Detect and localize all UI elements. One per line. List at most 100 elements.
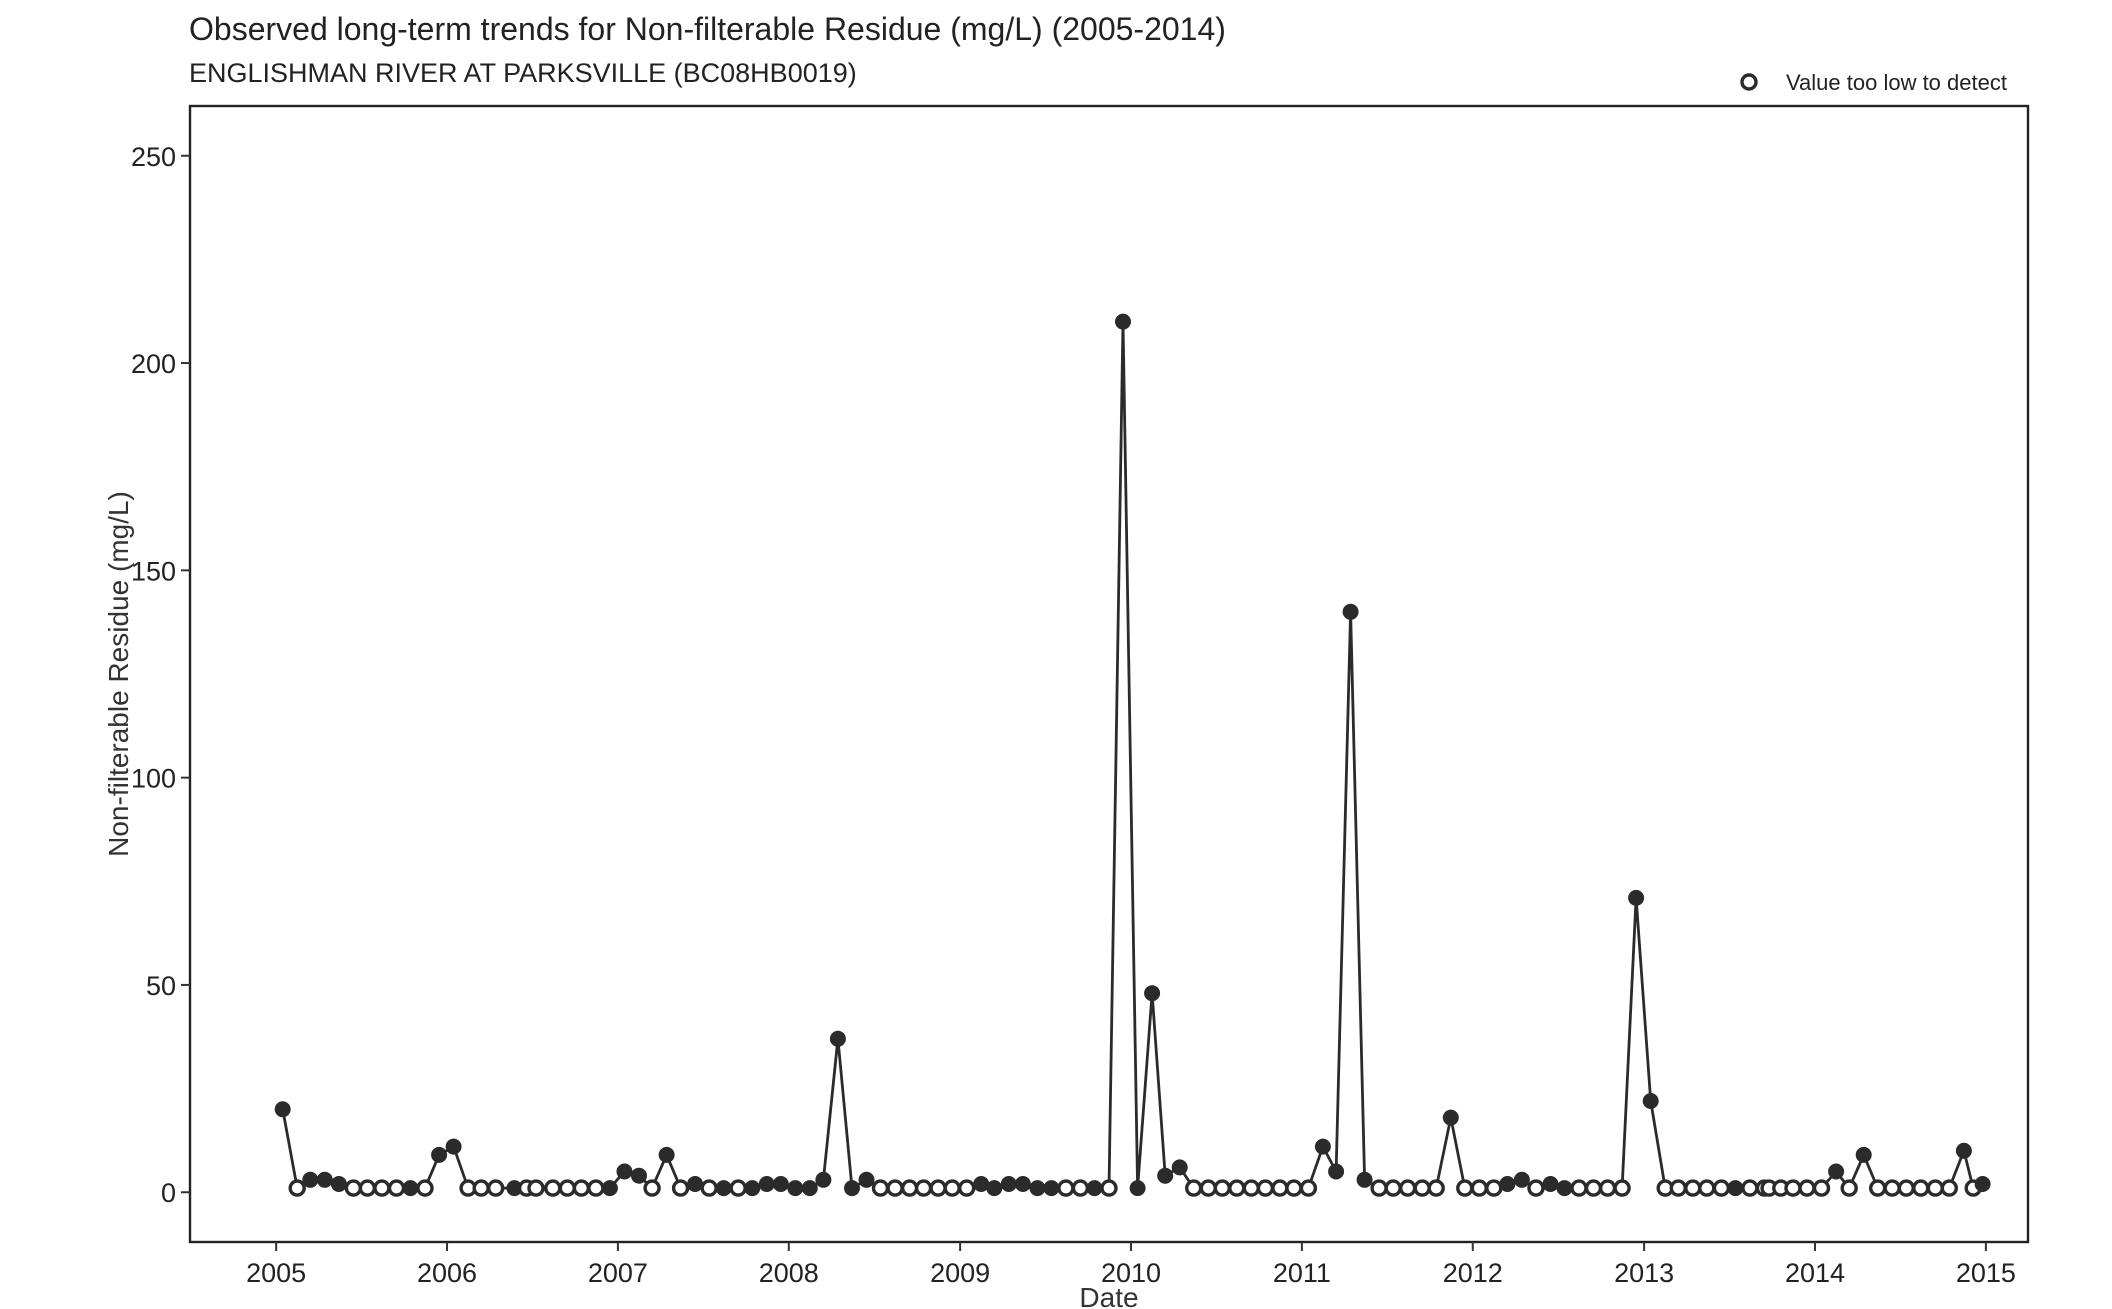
data-point — [1157, 1167, 1174, 1184]
data-point-below-detection — [1228, 1179, 1246, 1197]
y-tick-label: 150 — [131, 556, 176, 586]
data-point-below-detection — [1184, 1179, 1203, 1197]
x-tick-label: 2014 — [1785, 1258, 1845, 1288]
data-point — [1828, 1163, 1845, 1180]
data-point-below-detection — [1285, 1179, 1303, 1197]
plot-panel — [188, 104, 2030, 1244]
data-point-below-detection — [572, 1179, 591, 1197]
legend-label: Value too low to detect — [1786, 70, 2007, 95]
data-point-below-detection — [1868, 1179, 1887, 1197]
data-point-below-detection — [1384, 1179, 1402, 1197]
data-point-below-detection — [1398, 1179, 1417, 1197]
data-point — [330, 1176, 347, 1192]
data-point-below-detection — [1598, 1179, 1617, 1197]
data-point-below-detection — [1299, 1179, 1318, 1197]
chart-subtitle: ENGLISHMAN RIVER AT PARKSVILLE (BC08HB00… — [189, 58, 857, 88]
y-tick-label: 250 — [131, 142, 176, 172]
data-point — [986, 1180, 1003, 1197]
data-point-below-detection — [1485, 1179, 1503, 1197]
data-point — [1513, 1171, 1530, 1188]
x-axis-title: Date — [1079, 1282, 1138, 1309]
data-point-below-detection — [900, 1179, 919, 1197]
legend: Value too low to detect — [1740, 70, 2007, 95]
y-tick-label: 50 — [146, 971, 176, 1001]
data-point-below-detection — [1470, 1179, 1489, 1197]
data-point-below-detection — [358, 1179, 377, 1197]
data-point-below-detection — [387, 1179, 406, 1197]
data-point — [758, 1176, 775, 1192]
data-point-below-detection — [527, 1179, 545, 1197]
data-point — [1499, 1176, 1516, 1192]
data-point-below-detection — [1883, 1179, 1901, 1197]
data-point-below-detection — [886, 1179, 904, 1197]
data-point — [772, 1176, 789, 1192]
data-point — [1000, 1176, 1017, 1192]
data-point — [1171, 1159, 1188, 1176]
x-tick-label: 2006 — [417, 1258, 477, 1288]
data-point — [687, 1176, 704, 1192]
data-point — [1628, 889, 1645, 906]
data-point — [1129, 1180, 1146, 1197]
data-point — [658, 1146, 675, 1163]
data-point-below-detection — [373, 1179, 391, 1197]
data-point — [801, 1180, 818, 1197]
data-point-below-detection — [1370, 1179, 1388, 1197]
data-point-below-detection — [1812, 1179, 1831, 1197]
data-point-below-detection — [1698, 1179, 1716, 1197]
x-tick-label: 2015 — [1956, 1258, 2016, 1288]
data-point — [1029, 1180, 1046, 1197]
data-point-below-detection — [1940, 1179, 1959, 1197]
data-point — [1144, 985, 1161, 1002]
data-point-below-detection — [1712, 1179, 1731, 1197]
data-point-below-detection — [1242, 1179, 1261, 1197]
data-point — [1955, 1142, 1972, 1159]
data-point-below-detection — [1199, 1179, 1218, 1197]
x-tick-label: 2007 — [588, 1258, 648, 1288]
x-tick-label: 2009 — [930, 1258, 990, 1288]
x-tick-label: 2011 — [1273, 1258, 1331, 1288]
y-axis: 0 50 100 150 200 250 — [131, 142, 190, 1208]
data-point-below-detection — [1271, 1179, 1289, 1197]
data-point — [601, 1180, 618, 1197]
data-point-below-detection — [416, 1179, 434, 1197]
data-point-below-detection — [1784, 1179, 1802, 1197]
data-point — [1974, 1176, 1991, 1192]
data-point — [1642, 1093, 1659, 1109]
data-point-below-detection — [914, 1179, 933, 1197]
y-axis-title: Non-filterable Residue (mg/L) — [103, 491, 134, 857]
data-point — [1086, 1180, 1103, 1197]
data-point-below-detection — [288, 1179, 306, 1197]
data-point-below-detection — [943, 1179, 961, 1197]
data-point — [744, 1180, 761, 1197]
data-point-below-detection — [729, 1179, 747, 1197]
x-tick-label: 2010 — [1101, 1258, 1161, 1288]
data-point — [1342, 603, 1359, 620]
x-tick-label: 2005 — [246, 1258, 306, 1288]
data-point — [274, 1101, 291, 1118]
data-point-below-detection — [1456, 1179, 1474, 1197]
data-point — [1014, 1176, 1031, 1192]
data-point — [1043, 1180, 1060, 1197]
data-point — [844, 1180, 860, 1197]
data-point-below-detection — [558, 1179, 576, 1197]
data-point-below-detection — [1741, 1179, 1759, 1197]
data-point — [715, 1180, 732, 1197]
data-point-below-detection — [1413, 1179, 1431, 1197]
data-point-below-detection — [472, 1179, 490, 1197]
data-point-below-detection — [1570, 1179, 1588, 1197]
data-point-below-detection — [1684, 1179, 1702, 1197]
data-point-below-detection — [929, 1179, 947, 1197]
data-point-below-detection — [1584, 1179, 1603, 1197]
data-point — [1314, 1138, 1331, 1155]
data-point-below-detection — [1057, 1179, 1075, 1197]
data-point — [445, 1138, 462, 1155]
data-point-below-detection — [344, 1179, 363, 1197]
data-point-below-detection — [1256, 1179, 1275, 1197]
x-tick-label: 2013 — [1614, 1258, 1674, 1288]
x-axis: 2005 2006 2007 2008 2009 2010 2011 2012 2013 2014… — [246, 1242, 2016, 1288]
legend-open-circle-icon — [1740, 73, 1758, 91]
series-line — [281, 320, 1984, 1190]
data-point-below-detection — [1100, 1179, 1118, 1197]
data-point-below-detection — [1912, 1179, 1930, 1197]
